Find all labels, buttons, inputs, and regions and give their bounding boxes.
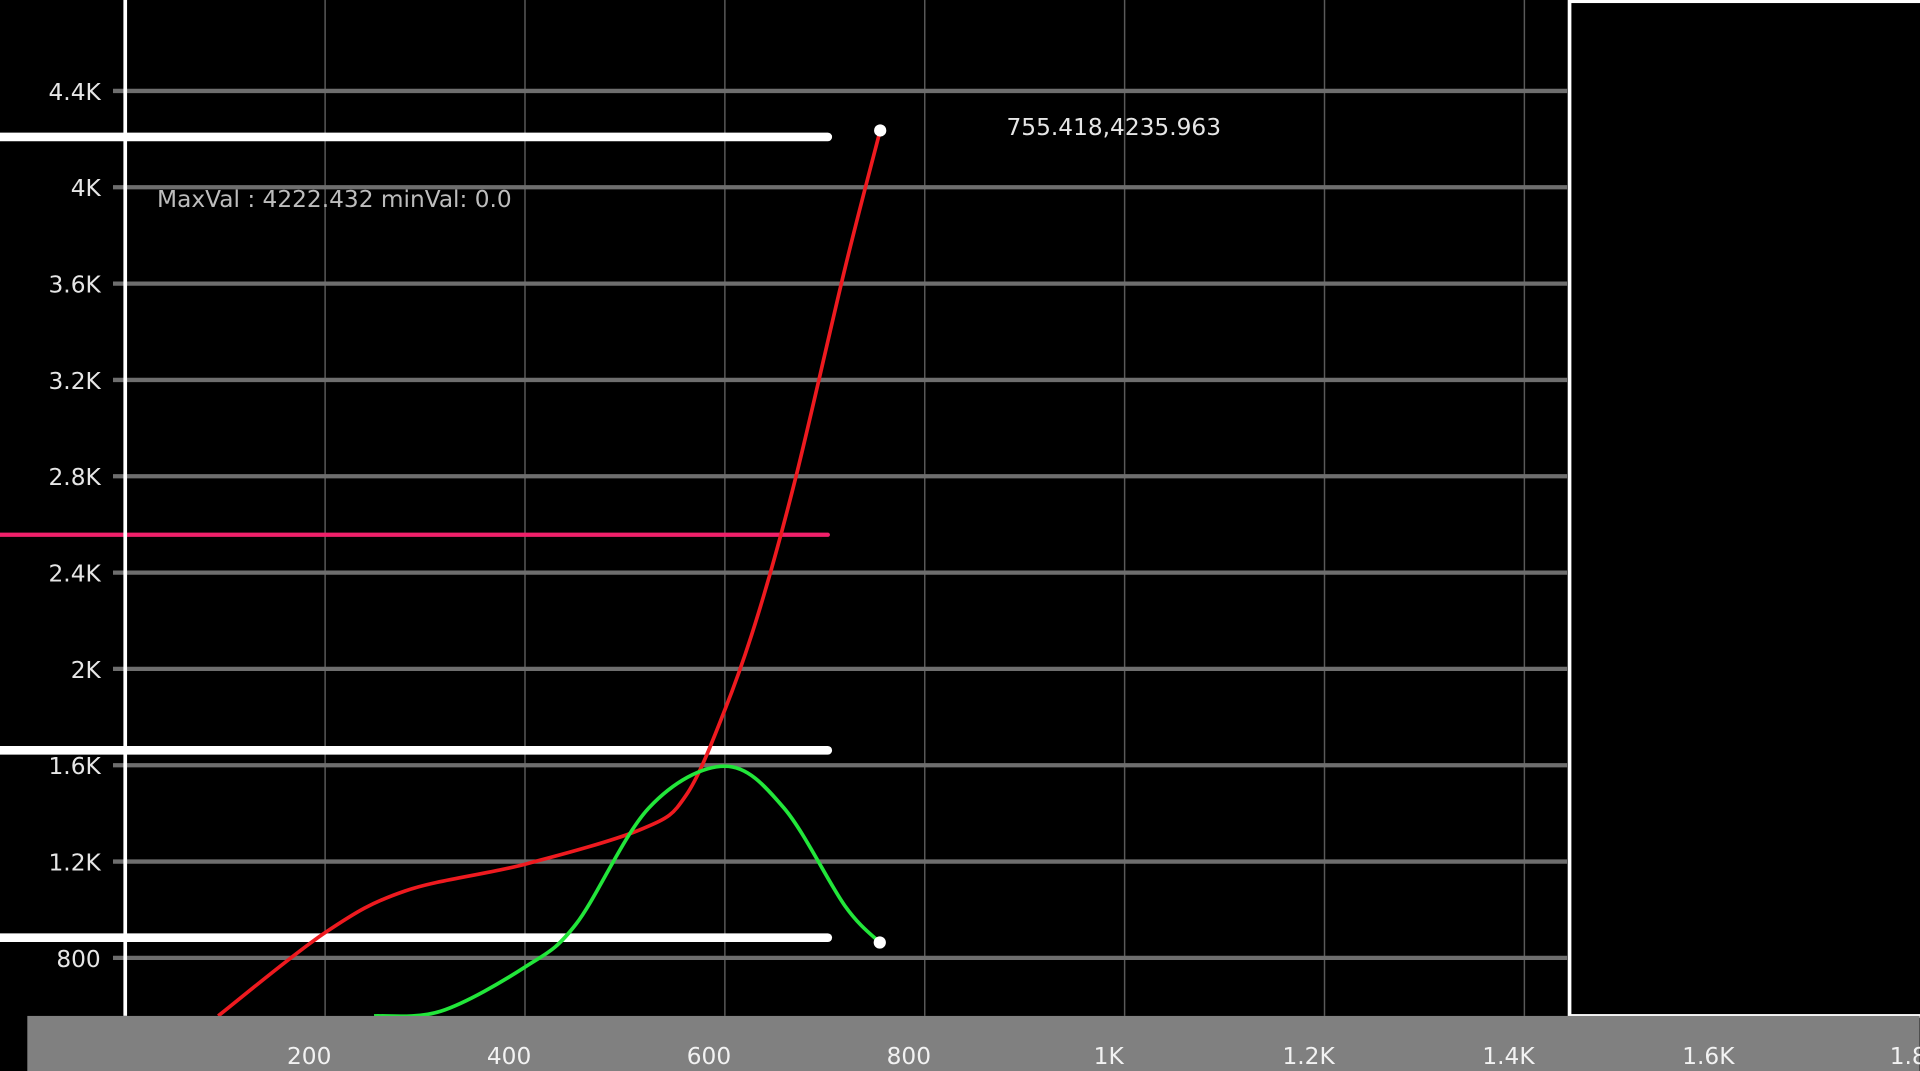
cursor-label: 755.418,4235.963 bbox=[1007, 114, 1221, 141]
x-tick-label: 1.4K bbox=[1482, 1043, 1535, 1070]
y-tick-label: 2.8K bbox=[49, 464, 102, 491]
x-axis: 200 400 600 800 1K 1.2K 1.4K 1.6K 1.8 bbox=[287, 1043, 1920, 1070]
side-panel bbox=[1567, 0, 1920, 1018]
x-tick-label: 800 bbox=[887, 1043, 931, 1070]
x-tick-label: 1.8 bbox=[1890, 1043, 1920, 1070]
y-tick-label: 2K bbox=[71, 657, 102, 684]
y-tick-label: 2.4K bbox=[49, 561, 102, 588]
y-tick-label: 800 bbox=[56, 946, 100, 973]
x-tick-label: 1.2K bbox=[1282, 1043, 1335, 1070]
series-line bbox=[373, 764, 882, 1019]
x-tick-label: 200 bbox=[287, 1043, 331, 1070]
y-tick-label: 1.6K bbox=[49, 753, 102, 780]
grid: 800 1.2K 1.6K 2K 2.4K 2.8K 3.2K 3.6K 4K 4.4K bbox=[49, 0, 1568, 1016]
x-tick-label: 400 bbox=[487, 1043, 531, 1070]
y-tick-label: 1.2K bbox=[49, 850, 102, 877]
x-tick-label: 1K bbox=[1094, 1043, 1125, 1070]
stats-label: MaxVal : 4222.432 minVal: 0.0 bbox=[157, 186, 512, 213]
x-tick-label: 1.6K bbox=[1682, 1043, 1735, 1070]
cursor-dot bbox=[873, 936, 886, 949]
x-axis-bar bbox=[27, 1015, 1920, 1071]
y-tick-label: 4K bbox=[71, 175, 102, 202]
cursor-dot bbox=[874, 124, 887, 137]
y-tick-label: 3.6K bbox=[49, 272, 102, 299]
y-tick-label: 3.2K bbox=[49, 368, 102, 395]
y-tick-label: 4.4K bbox=[49, 79, 102, 106]
x-tick-label: 600 bbox=[687, 1043, 731, 1070]
series-line bbox=[217, 129, 882, 1018]
plot-area bbox=[0, 124, 887, 1019]
